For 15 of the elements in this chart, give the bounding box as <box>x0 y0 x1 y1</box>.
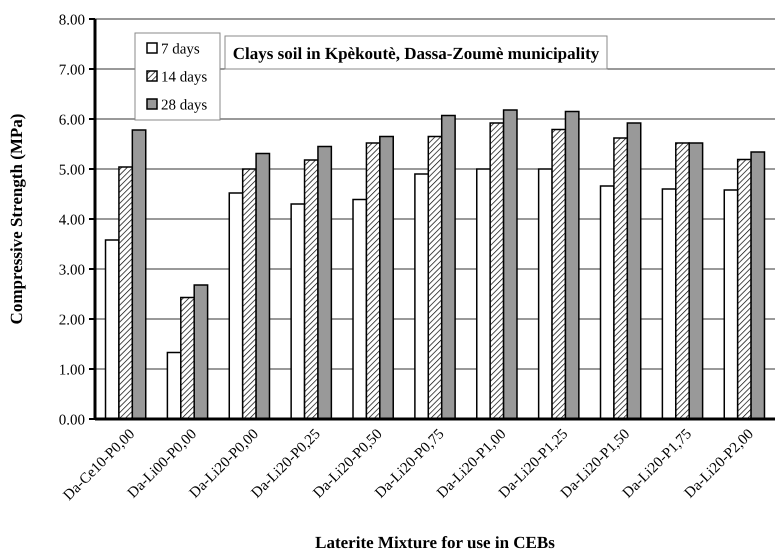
y-tick-label: 6.00 <box>58 112 85 128</box>
legend-label: 28 days <box>161 97 208 114</box>
y-tick-label: 0.00 <box>58 412 85 428</box>
y-tick-label: 3.00 <box>58 262 85 278</box>
y-axis-title: Compressive Strength (MPa) <box>7 114 26 324</box>
y-tick-label: 1.00 <box>58 362 85 378</box>
legend-label: 7 days <box>161 41 200 58</box>
y-tick-label: 4.00 <box>58 212 85 228</box>
y-tick-label: 5.00 <box>58 162 85 178</box>
y-tick-label: 2.00 <box>58 312 85 328</box>
y-tick-label: 7.00 <box>58 62 85 78</box>
text: Clays soil in Kpèkoutè, Dassa-Zoumè municipality <box>232 44 600 63</box>
legend-label: 14 days <box>161 69 208 86</box>
y-tick-label: 8.00 <box>58 12 85 28</box>
x-axis-title: Laterite Mixture for use in CEBs <box>315 533 556 552</box>
